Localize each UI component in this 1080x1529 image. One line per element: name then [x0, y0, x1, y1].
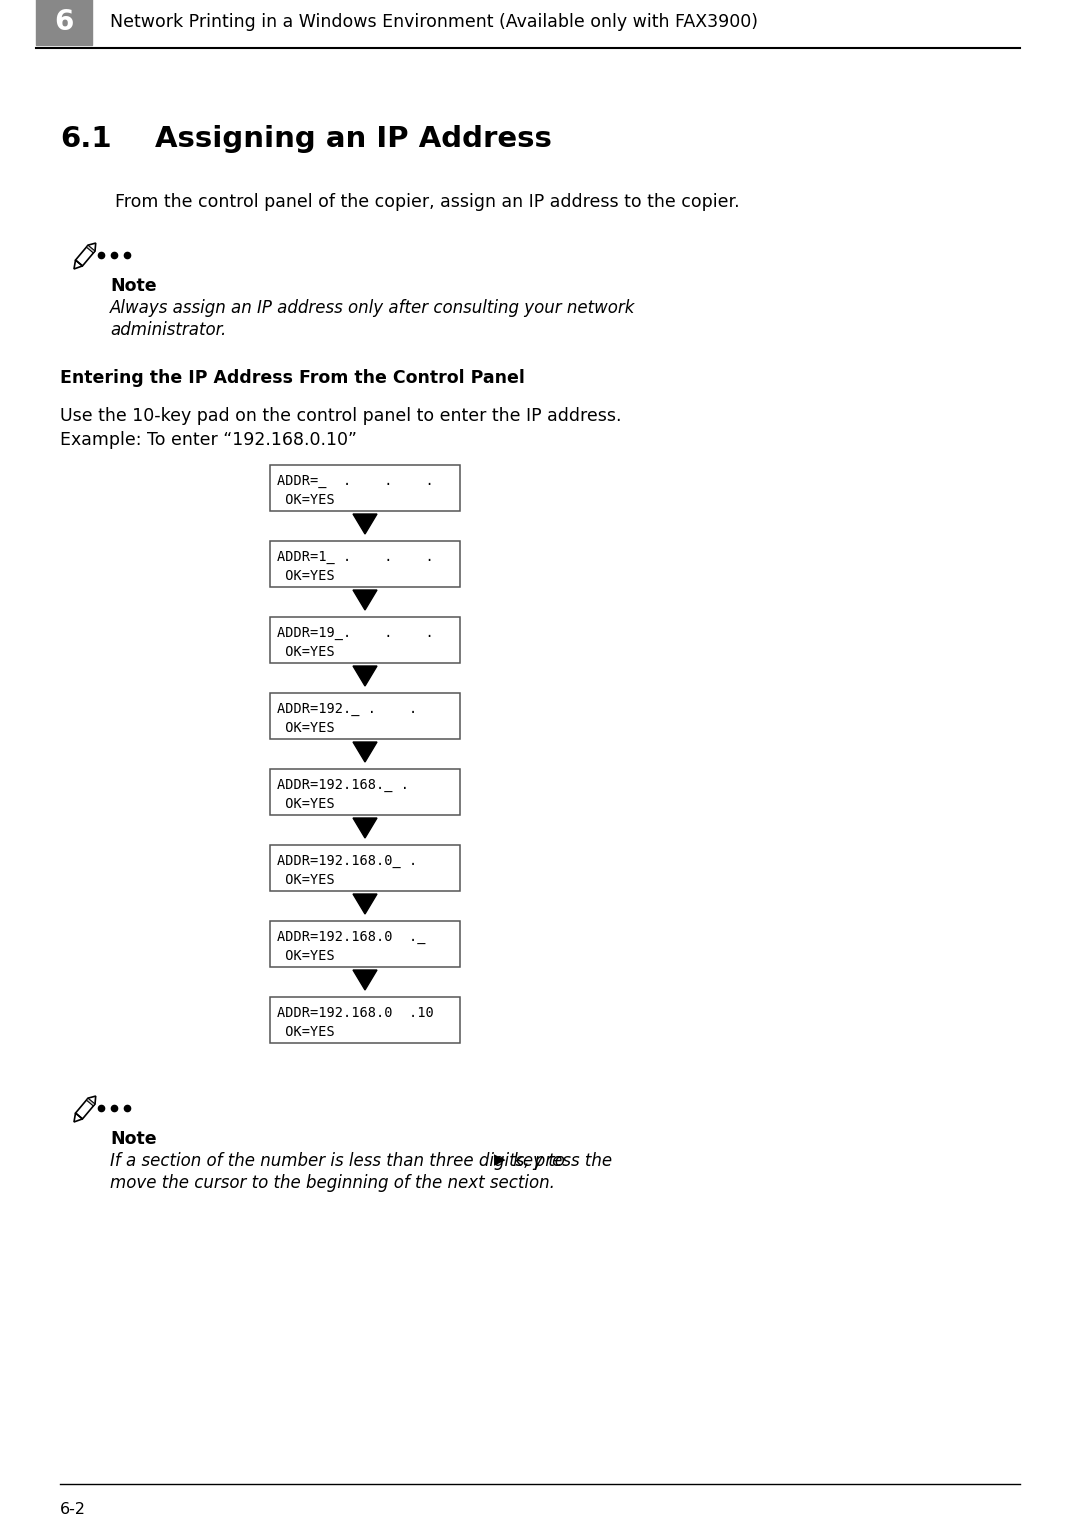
Text: ADDR=1_ .    .    .: ADDR=1_ . . . — [276, 550, 434, 564]
Text: 6-2: 6-2 — [60, 1501, 86, 1517]
Text: Assigning an IP Address: Assigning an IP Address — [156, 125, 552, 153]
Text: ADDR=192._ .    .: ADDR=192._ . . — [276, 702, 417, 716]
Polygon shape — [353, 514, 377, 534]
Text: ADDR=192.168.0_ .: ADDR=192.168.0_ . — [276, 855, 417, 868]
Text: ADDR=192.168._ .: ADDR=192.168._ . — [276, 778, 409, 792]
Text: Network Printing in a Windows Environment (Available only with FAX3900): Network Printing in a Windows Environmen… — [110, 14, 758, 31]
Bar — [270, 618, 460, 664]
Bar — [270, 846, 460, 891]
Bar — [270, 465, 460, 511]
Text: Use the 10-key pad on the control panel to enter the IP address.: Use the 10-key pad on the control panel … — [60, 407, 621, 425]
Text: move the cursor to the beginning of the next section.: move the cursor to the beginning of the … — [110, 1174, 555, 1193]
Text: OK=YES: OK=YES — [276, 569, 335, 583]
Text: ADDR=192.168.0  ._: ADDR=192.168.0 ._ — [276, 930, 426, 943]
Text: Note: Note — [110, 1130, 157, 1148]
Bar — [270, 997, 460, 1043]
Bar — [270, 541, 460, 587]
Text: OK=YES: OK=YES — [276, 645, 335, 659]
Text: administrator.: administrator. — [110, 321, 226, 339]
Polygon shape — [353, 667, 377, 687]
Text: Entering the IP Address From the Control Panel: Entering the IP Address From the Control… — [60, 368, 525, 387]
Polygon shape — [353, 818, 377, 838]
Text: 6: 6 — [54, 8, 73, 37]
Polygon shape — [86, 245, 95, 252]
Text: OK=YES: OK=YES — [276, 950, 335, 963]
Text: OK=YES: OK=YES — [276, 722, 335, 735]
Text: ADDR=_  .    .    .: ADDR=_ . . . — [276, 474, 434, 488]
Polygon shape — [353, 894, 377, 914]
Polygon shape — [353, 969, 377, 989]
Text: ADDR=192.168.0  .10: ADDR=192.168.0 .10 — [276, 1006, 434, 1020]
Text: Example: To enter “192.168.0.10”: Example: To enter “192.168.0.10” — [60, 431, 357, 450]
Text: Note: Note — [110, 277, 157, 295]
Text: OK=YES: OK=YES — [276, 492, 335, 508]
Bar — [270, 920, 460, 966]
Text: ADDR=19_.    .    .: ADDR=19_. . . — [276, 625, 434, 641]
Text: ▶: ▶ — [494, 1151, 505, 1167]
Bar — [270, 693, 460, 739]
Text: Always assign an IP address only after consulting your network: Always assign an IP address only after c… — [110, 300, 635, 317]
Bar — [36, 0, 92, 44]
Bar — [270, 769, 460, 815]
Text: OK=YES: OK=YES — [276, 1024, 335, 1040]
Text: From the control panel of the copier, assign an IP address to the copier.: From the control panel of the copier, as… — [114, 193, 740, 211]
Polygon shape — [86, 1098, 95, 1105]
Text: 6.1: 6.1 — [60, 125, 111, 153]
Text: key to: key to — [508, 1151, 565, 1170]
Text: OK=YES: OK=YES — [276, 797, 335, 810]
Polygon shape — [353, 742, 377, 761]
Text: OK=YES: OK=YES — [276, 873, 335, 887]
Text: If a section of the number is less than three digits, press the: If a section of the number is less than … — [110, 1151, 618, 1170]
Polygon shape — [353, 590, 377, 610]
